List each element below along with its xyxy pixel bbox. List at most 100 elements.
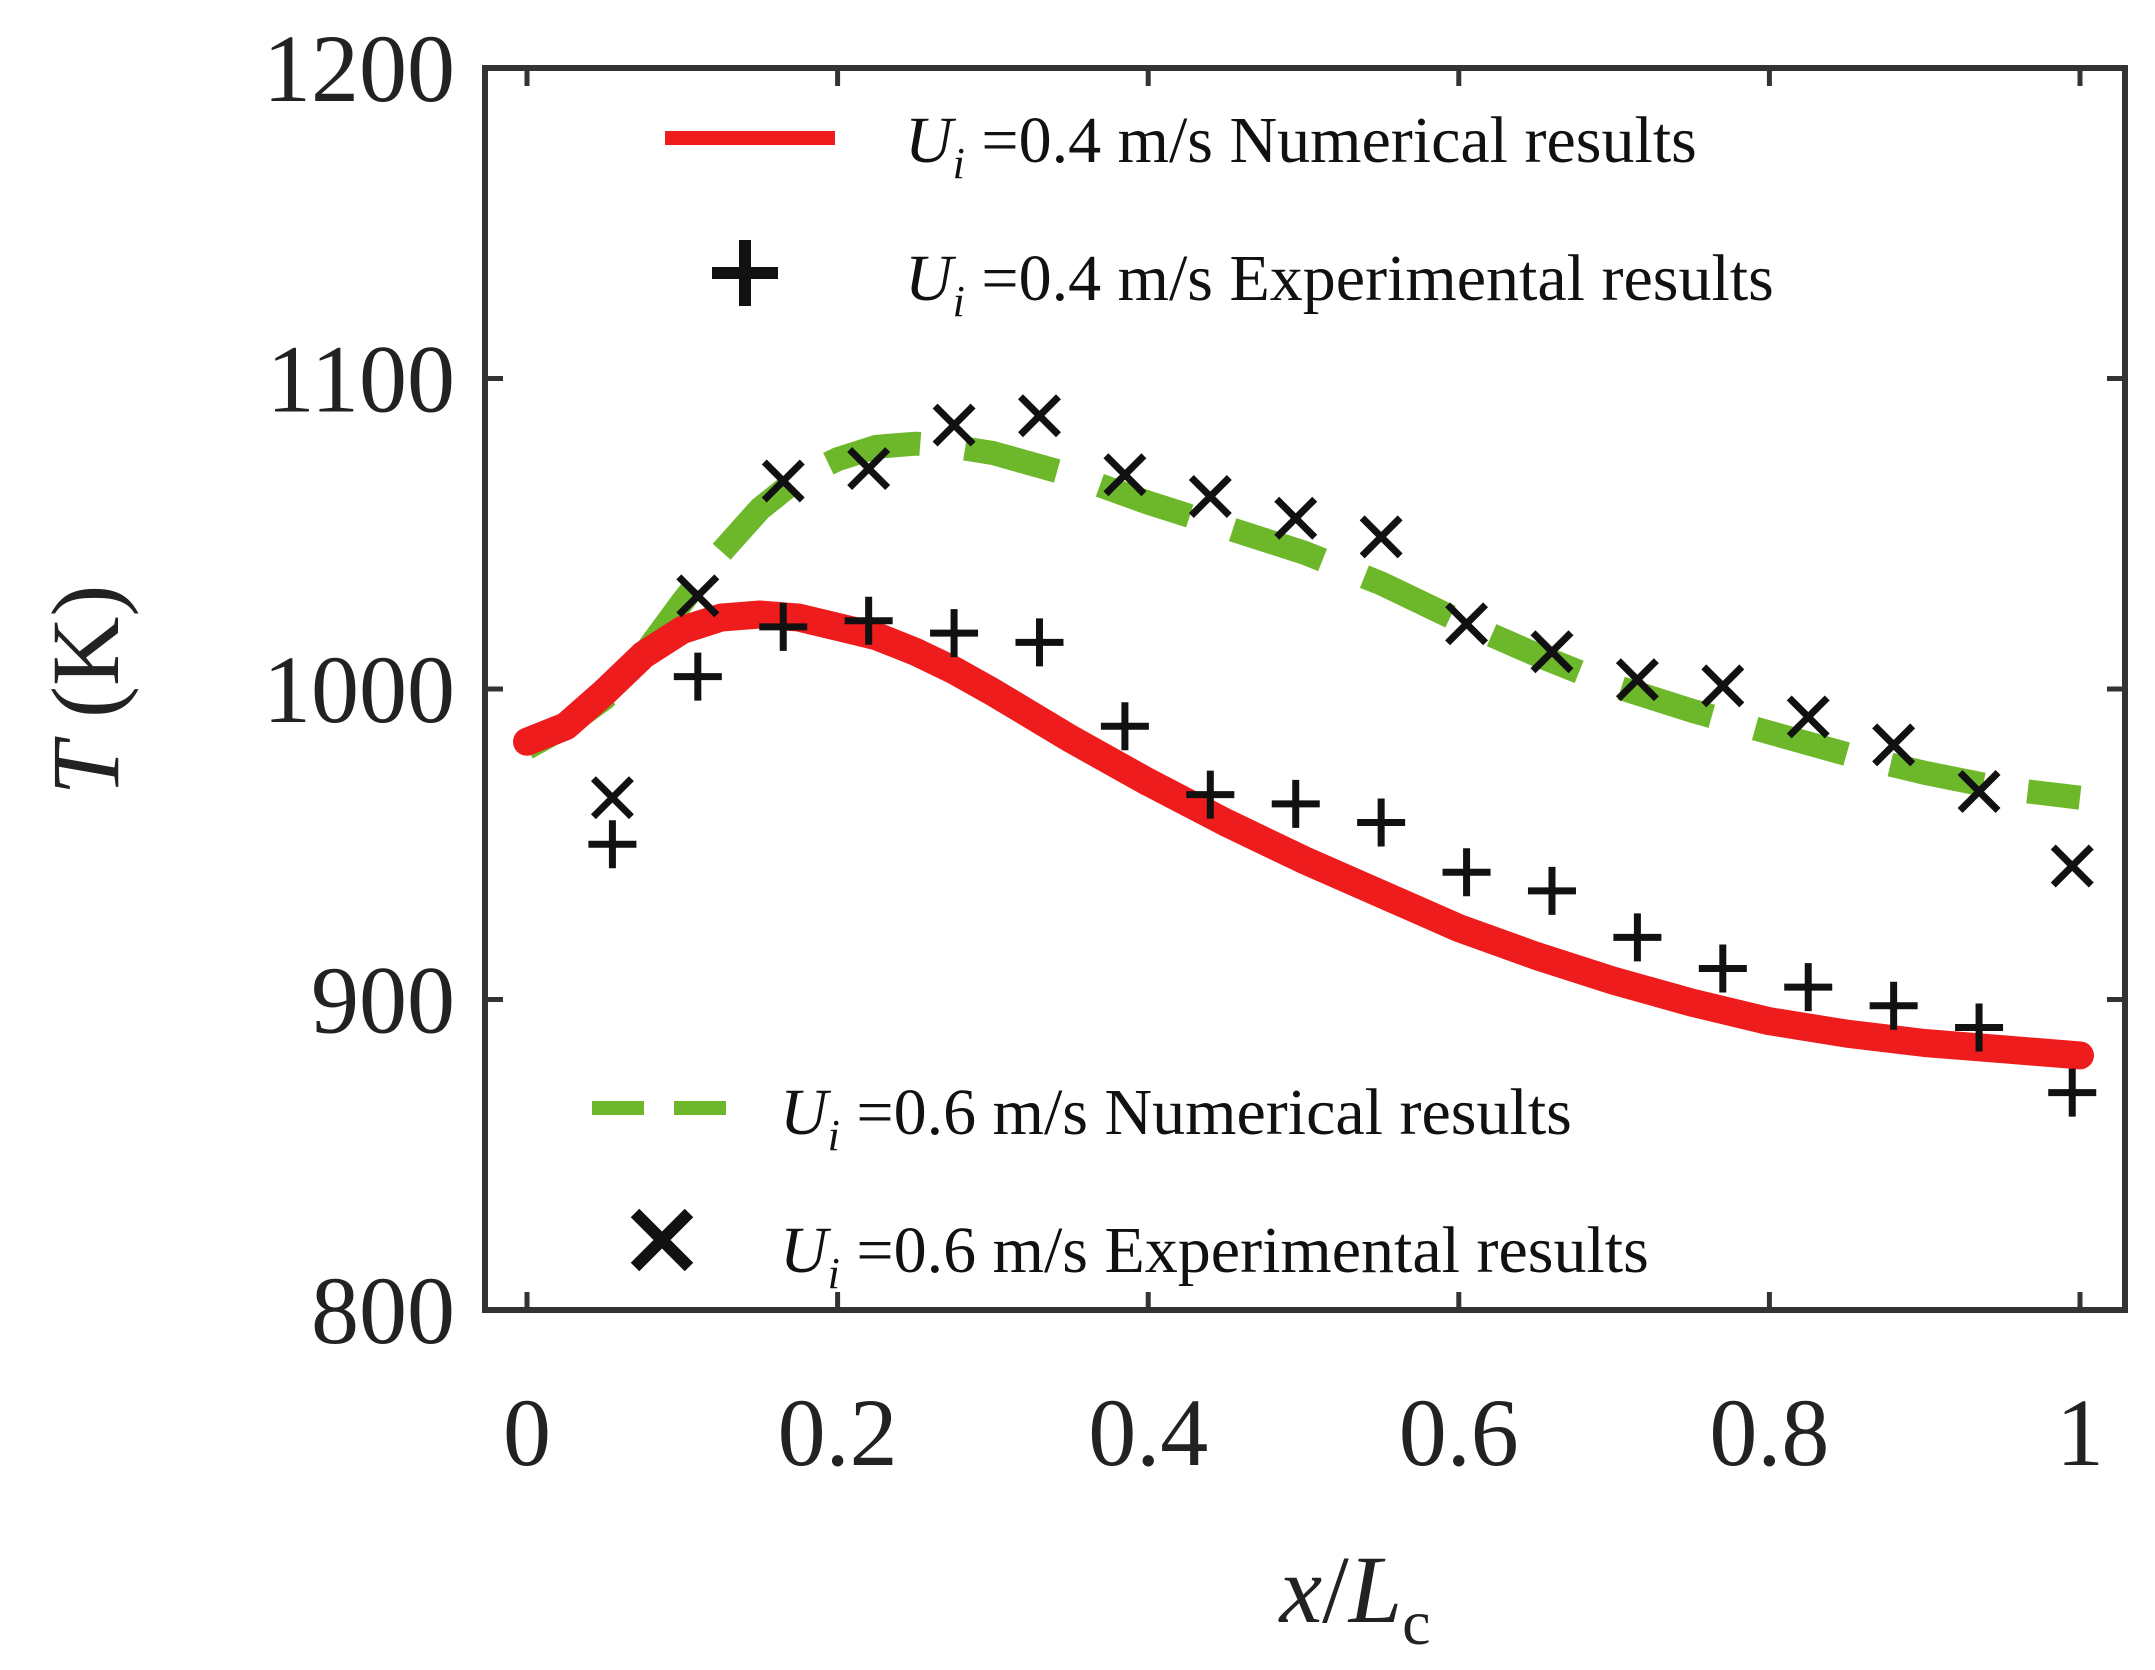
legend-entry-text: =0.4 m/s Experimental results (965, 242, 1774, 315)
legend-entry-text: =0.6 m/s Experimental results (840, 1214, 1649, 1287)
marker-plus-point (1015, 618, 1064, 667)
y-tick-label: 800 (311, 1257, 455, 1364)
y-tick-label: 1200 (263, 15, 455, 122)
x-tick-label: 1 (2056, 1379, 2104, 1486)
marker-x-point (1615, 658, 1659, 702)
y-tick-label: 1100 (267, 326, 455, 433)
x-axis-title-base: L (1347, 1536, 1402, 1643)
x-stroke-b (1359, 515, 1403, 559)
legend-symbol-u: U (905, 242, 957, 315)
plot-content (513, 394, 2097, 1117)
series-markers-exp_04 (588, 596, 2097, 1117)
x-tick-label: 0.2 (778, 1379, 898, 1486)
marker-x-point (1359, 515, 1403, 559)
y-axis-title: T (K) (32, 585, 139, 796)
marker-x-point (1957, 769, 2001, 813)
x-stroke-b (847, 447, 891, 491)
marker-plus-point (1613, 913, 1662, 962)
marker-plus-point (1784, 963, 1833, 1012)
x-tick-label: 0 (503, 1379, 551, 1486)
marker-plus-point (2048, 1068, 2097, 1117)
x-stroke-b (1018, 394, 1061, 438)
marker-plus-point (1100, 702, 1149, 751)
marker-x-point (1786, 695, 1830, 739)
legend-entry-exp-06: Ui =0.6 m/s Experimental results (780, 1214, 1649, 1298)
legend-entry-exp-04: Ui =0.4 m/s Experimental results (905, 242, 1774, 326)
marker-x-point (1188, 475, 1232, 518)
x-tick-label: 0.8 (1709, 1379, 1829, 1486)
y-tick-label: 1000 (263, 636, 455, 743)
y-axis-title-unit: (K) (32, 585, 139, 742)
x-stroke-b (630, 1208, 694, 1272)
marker-x-point (1103, 453, 1147, 497)
axes: 0 0.2 0.4 0.6 0.8 1 800 900 1000 1100 1200 (263, 15, 2128, 1486)
y-axis-title-var: T (32, 735, 139, 795)
marker-plus-point (930, 609, 979, 658)
marker-plus-point (1271, 779, 1320, 828)
marker-x-point (1274, 496, 1318, 540)
legend-symbol-subscript: i (953, 139, 965, 188)
legend-entry-text: =0.6 m/s Numerical results (840, 1076, 1572, 1149)
x-stroke-b (590, 776, 634, 820)
x-stroke-b (761, 459, 805, 503)
marker-x-point (847, 447, 891, 491)
legend-symbol-subscript: i (828, 1249, 840, 1298)
marker-plus-point (588, 820, 637, 869)
marker-plus-point (1186, 770, 1235, 819)
x-stroke-b (1701, 664, 1745, 708)
x-axis-title: x/Lc (1277, 1536, 1430, 1658)
marker-x-point (590, 776, 634, 820)
x-stroke-b (1103, 453, 1147, 497)
marker-plus-point (673, 652, 722, 701)
x-axis-title-var: x (1277, 1536, 1322, 1643)
marker-x-point (1701, 664, 1745, 708)
marker-plus-point (1527, 866, 1576, 915)
legend-symbol-u: U (905, 104, 957, 177)
x-stroke-b (1445, 602, 1489, 646)
x-stroke-b (1786, 695, 1830, 739)
plot-area (513, 394, 2097, 1117)
marker-plus-point (1357, 798, 1406, 847)
series-markers-exp_06 (590, 394, 2094, 888)
marker-plus-point (1869, 981, 1918, 1030)
legend-entry-num-06: Ui =0.6 m/s Numerical results (780, 1076, 1572, 1160)
x-stroke-b (1615, 658, 1659, 702)
legend-marker-plus (712, 240, 778, 306)
x-stroke-b (2050, 844, 2094, 888)
marker-x-point (1872, 723, 1916, 767)
marker-plus-point (1955, 1003, 2004, 1052)
marker-plus-point (844, 596, 893, 645)
x-axis-title-subscript: c (1402, 1587, 1430, 1658)
marker-x-point (932, 403, 976, 447)
x-tick-label: 0.4 (1088, 1379, 1208, 1486)
marker-x-point (1018, 394, 1061, 438)
marker-x-point (676, 574, 720, 618)
x-stroke-b (1188, 475, 1232, 518)
axis-titles: x/Lc T (K) (32, 585, 1431, 1658)
marker-plus-point (759, 602, 808, 651)
series-line-num_04 (513, 600, 2094, 1070)
y-tick-label: 900 (311, 947, 455, 1054)
legend-symbol-u: U (780, 1214, 832, 1287)
x-stroke-b (1530, 630, 1574, 674)
legend-symbol-u: U (780, 1076, 832, 1149)
x-stroke-b (1957, 769, 2001, 813)
marker-x-point (761, 459, 805, 503)
legend-marker-x (630, 1208, 694, 1272)
x-axis-title-slash: / (1322, 1536, 1349, 1643)
x-tick-label: 0.6 (1399, 1379, 1519, 1486)
marker-x-point (1445, 602, 1489, 646)
x-stroke-b (676, 574, 720, 618)
legend-symbol-subscript: i (953, 277, 965, 326)
x-stroke-b (932, 403, 976, 447)
marker-plus-point (1442, 848, 1491, 897)
x-stroke-b (1872, 723, 1916, 767)
marker-plus-point (1698, 944, 1747, 993)
legend-symbol-subscript: i (828, 1111, 840, 1160)
legend-entry-text: =0.4 m/s Numerical results (965, 104, 1697, 177)
x-stroke-b (1274, 496, 1318, 540)
marker-x-point (2050, 844, 2094, 888)
